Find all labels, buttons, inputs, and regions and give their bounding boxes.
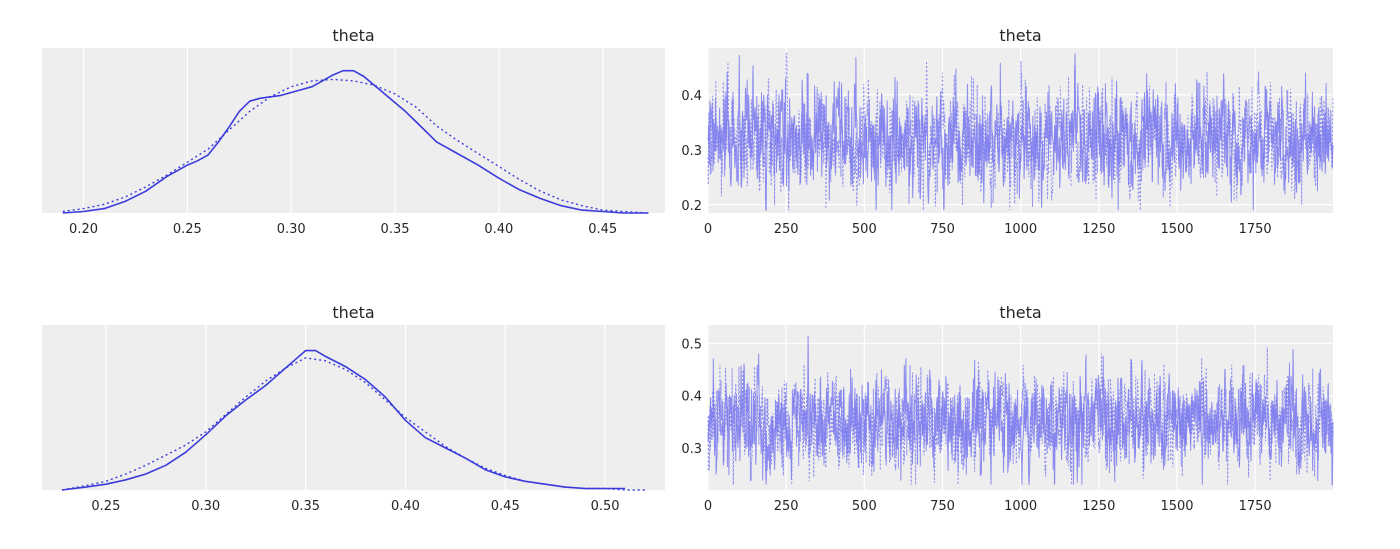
- density-line-chain-2: [61, 357, 645, 491]
- x-tick-label: 0.25: [91, 499, 120, 514]
- y-tick-label: 0.5: [681, 337, 702, 352]
- x-tick-label: 0: [704, 499, 712, 514]
- x-tick-label: 1750: [1239, 222, 1272, 237]
- x-tick-label: 0.20: [69, 222, 98, 237]
- plot-area: [42, 325, 665, 490]
- y-tick-label: 0.4: [681, 390, 702, 405]
- x-tick-label: 1750: [1239, 499, 1272, 514]
- x-tick-label: 750: [930, 222, 955, 237]
- x-tick-label: 0.30: [277, 222, 306, 237]
- x-tick-label: 1000: [1004, 222, 1037, 237]
- density-line-chain-1: [61, 349, 626, 491]
- trace-line-chain-2: [707, 53, 1334, 211]
- chart-title: theta: [999, 26, 1041, 45]
- x-tick-label: 1500: [1160, 222, 1193, 237]
- x-tick-label: 0: [704, 222, 712, 237]
- trace-line-chain-2: [707, 346, 1334, 485]
- chart-title: theta: [332, 26, 374, 45]
- x-tick-label: 1500: [1160, 499, 1193, 514]
- y-tick-label: 0.2: [681, 199, 702, 214]
- chart-title: theta: [332, 303, 374, 322]
- x-tick-label: 0.40: [391, 499, 420, 514]
- x-tick-label: 250: [774, 222, 799, 237]
- plot-area: [42, 48, 665, 213]
- x-tick-label: 0.35: [291, 499, 320, 514]
- x-tick-label: 1250: [1082, 222, 1115, 237]
- x-tick-label: 0.25: [173, 222, 202, 237]
- x-tick-label: 0.40: [484, 222, 513, 237]
- y-tick-label: 0.3: [681, 442, 702, 457]
- y-tick-label: 0.4: [681, 89, 702, 104]
- panel-2: theta 0 250 500 750 1000 1250 1500 1750 0.2 0.3 0.4: [681, 26, 1334, 237]
- x-tick-label: 0.35: [381, 222, 410, 237]
- x-tick-label: 500: [852, 499, 877, 514]
- x-tick-label: 750: [930, 499, 955, 514]
- y-tick-label: 0.3: [681, 144, 702, 159]
- x-tick-label: 0.50: [591, 499, 620, 514]
- x-tick-label: 250: [774, 499, 799, 514]
- panel-3: theta 0.25 0.30 0.35 0.40 0.45 0.50: [42, 303, 665, 514]
- panel-4: theta 0 250 500 750 1000 1250 1500 1750 0.3 0.4 0.5: [681, 303, 1334, 514]
- x-tick-label: 1250: [1082, 499, 1115, 514]
- x-tick-label: 500: [852, 222, 877, 237]
- x-tick-label: 0.45: [491, 499, 520, 514]
- density-line-chain-1: [62, 69, 649, 214]
- panel-1: theta 0.20 0.25 0.30 0.35 0.40 0.45: [42, 26, 665, 237]
- chart-title: theta: [999, 303, 1041, 322]
- x-tick-label: 1000: [1004, 499, 1037, 514]
- x-tick-label: 0.30: [191, 499, 220, 514]
- x-tick-label: 0.45: [588, 222, 617, 237]
